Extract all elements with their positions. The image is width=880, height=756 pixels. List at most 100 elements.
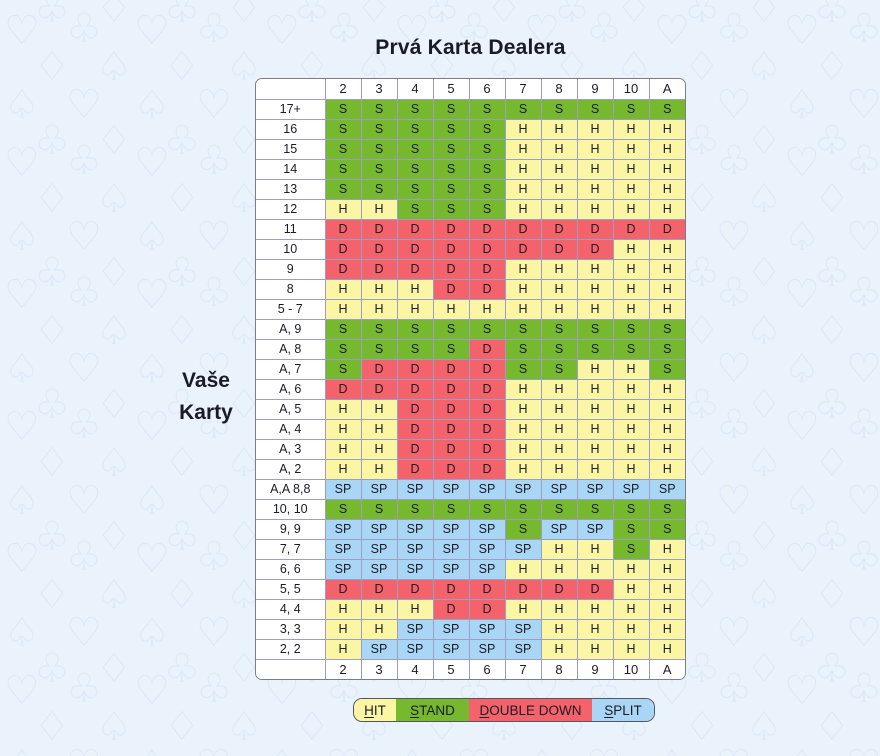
action-cell-stand: S bbox=[648, 338, 685, 360]
action-cell-double-down: D bbox=[396, 378, 434, 400]
dealer-card-header-cell: 6 bbox=[468, 79, 506, 100]
action-cell-double-down: D bbox=[432, 438, 470, 460]
action-cell-stand: S bbox=[540, 98, 578, 120]
player-hand-label: 5, 5 bbox=[256, 578, 326, 600]
corner-cell bbox=[256, 79, 326, 100]
action-cell-split: SP bbox=[396, 618, 434, 640]
action-cell-stand: S bbox=[324, 318, 362, 340]
action-cell-double-down: D bbox=[396, 458, 434, 480]
action-cell-hit: H bbox=[576, 278, 614, 300]
action-cell-hit: H bbox=[504, 158, 542, 180]
action-cell-split: SP bbox=[360, 518, 398, 540]
action-cell-double-down: D bbox=[396, 418, 434, 440]
strategy-table: 2 3 4 5 6 7 8 9 10 A 17+ S S S S S S S S S S 16 S S S S S H H H H H 15 S S… bbox=[256, 79, 685, 679]
action-cell-hit: H bbox=[396, 298, 434, 320]
action-cell-hit: H bbox=[324, 598, 362, 620]
action-cell-double-down: D bbox=[324, 578, 362, 600]
action-cell-stand: S bbox=[432, 338, 470, 360]
action-cell-hit: H bbox=[324, 438, 362, 460]
strategy-row: 10 D D D D D D D D H H bbox=[256, 238, 685, 260]
action-cell-double-down: D bbox=[432, 418, 470, 440]
action-cell-stand: S bbox=[324, 178, 362, 200]
action-cell-split: SP bbox=[576, 478, 614, 500]
action-cell-double-down: D bbox=[504, 578, 542, 600]
action-cell-double-down: D bbox=[468, 578, 506, 600]
action-cell-double-down: D bbox=[432, 218, 470, 240]
action-cell-stand: S bbox=[540, 358, 578, 380]
action-cell-hit: H bbox=[540, 458, 578, 480]
action-cell-double-down: D bbox=[468, 378, 506, 400]
action-cell-hit: H bbox=[576, 138, 614, 160]
action-cell-hit: H bbox=[612, 198, 650, 220]
dealer-card-header-cell: 10 bbox=[612, 79, 650, 100]
action-cell-split: SP bbox=[504, 538, 542, 560]
player-hand-label: 15 bbox=[256, 138, 326, 160]
action-cell-stand: S bbox=[540, 498, 578, 520]
action-cell-double-down: D bbox=[360, 578, 398, 600]
action-cell-double-down: D bbox=[648, 218, 685, 240]
action-cell-stand: S bbox=[612, 338, 650, 360]
strategy-row: 3, 3 H H SP SP SP SP H H H H bbox=[256, 618, 685, 640]
legend-stand: STAND bbox=[396, 699, 469, 721]
action-cell-split: SP bbox=[504, 618, 542, 640]
action-cell-hit: H bbox=[396, 598, 434, 620]
strategy-row: 14 S S S S S H H H H H bbox=[256, 158, 685, 180]
action-cell-stand: S bbox=[432, 138, 470, 160]
legend-split-label: SPLIT bbox=[604, 702, 642, 718]
action-cell-double-down: D bbox=[468, 398, 506, 420]
action-cell-hit: H bbox=[648, 298, 685, 320]
action-cell-split: SP bbox=[432, 518, 470, 540]
action-cell-split: SP bbox=[324, 518, 362, 540]
action-cell-split: SP bbox=[612, 478, 650, 500]
action-cell-hit: H bbox=[540, 398, 578, 420]
action-cell-hit: H bbox=[540, 118, 578, 140]
action-cell-hit: H bbox=[576, 358, 614, 380]
action-cell-stand: S bbox=[576, 338, 614, 360]
action-cell-hit: H bbox=[540, 558, 578, 580]
dealer-card-footer-cell: 9 bbox=[576, 658, 614, 679]
action-cell-hit: H bbox=[540, 178, 578, 200]
action-cell-double-down: D bbox=[432, 398, 470, 420]
action-cell-hit: H bbox=[576, 258, 614, 280]
action-cell-double-down: D bbox=[468, 358, 506, 380]
action-cell-stand: S bbox=[612, 538, 650, 560]
action-cell-split: SP bbox=[360, 638, 398, 660]
action-cell-double-down: D bbox=[360, 218, 398, 240]
dealer-card-footer-cell: 5 bbox=[432, 658, 470, 679]
action-cell-hit: H bbox=[504, 258, 542, 280]
player-hand-label: A, 7 bbox=[256, 358, 326, 380]
action-cell-hit: H bbox=[324, 638, 362, 660]
action-cell-hit: H bbox=[648, 618, 685, 640]
action-cell-stand: S bbox=[324, 158, 362, 180]
action-cell-split: SP bbox=[324, 478, 362, 500]
action-cell-hit: H bbox=[612, 418, 650, 440]
action-cell-double-down: D bbox=[396, 258, 434, 280]
action-cell-double-down: D bbox=[540, 238, 578, 260]
player-hand-label: A, 2 bbox=[256, 458, 326, 480]
player-hand-label: 2, 2 bbox=[256, 638, 326, 660]
action-cell-stand: S bbox=[468, 158, 506, 180]
action-cell-split: SP bbox=[648, 478, 685, 500]
action-cell-stand: S bbox=[396, 118, 434, 140]
action-cell-stand: S bbox=[468, 318, 506, 340]
action-cell-stand: S bbox=[648, 518, 685, 540]
action-cell-double-down: D bbox=[468, 278, 506, 300]
action-cell-hit: H bbox=[576, 538, 614, 560]
action-cell-hit: H bbox=[360, 398, 398, 420]
action-cell-stand: S bbox=[612, 98, 650, 120]
action-cell-hit: H bbox=[576, 178, 614, 200]
action-cell-hit: H bbox=[648, 158, 685, 180]
action-cell-stand: S bbox=[360, 338, 398, 360]
action-cell-double-down: D bbox=[396, 438, 434, 460]
strategy-row: 11 D D D D D D D D D D bbox=[256, 218, 685, 240]
page-title: Prvá Karta Dealera bbox=[375, 36, 566, 59]
action-cell-hit: H bbox=[540, 618, 578, 640]
action-cell-hit: H bbox=[612, 298, 650, 320]
action-cell-split: SP bbox=[468, 638, 506, 660]
action-cell-hit: H bbox=[540, 278, 578, 300]
action-cell-hit: H bbox=[360, 298, 398, 320]
action-cell-split: SP bbox=[360, 538, 398, 560]
